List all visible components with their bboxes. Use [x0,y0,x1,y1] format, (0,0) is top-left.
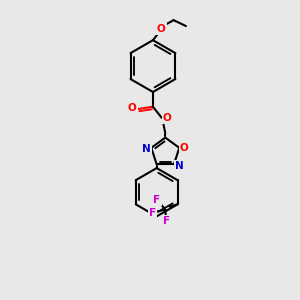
Text: F: F [153,195,161,205]
Text: F: F [163,216,170,226]
Text: O: O [180,143,188,153]
Text: O: O [157,24,166,34]
Text: N: N [175,161,183,171]
Text: O: O [128,103,137,113]
Text: O: O [163,113,172,123]
Text: F: F [149,208,156,218]
Text: N: N [142,144,151,154]
